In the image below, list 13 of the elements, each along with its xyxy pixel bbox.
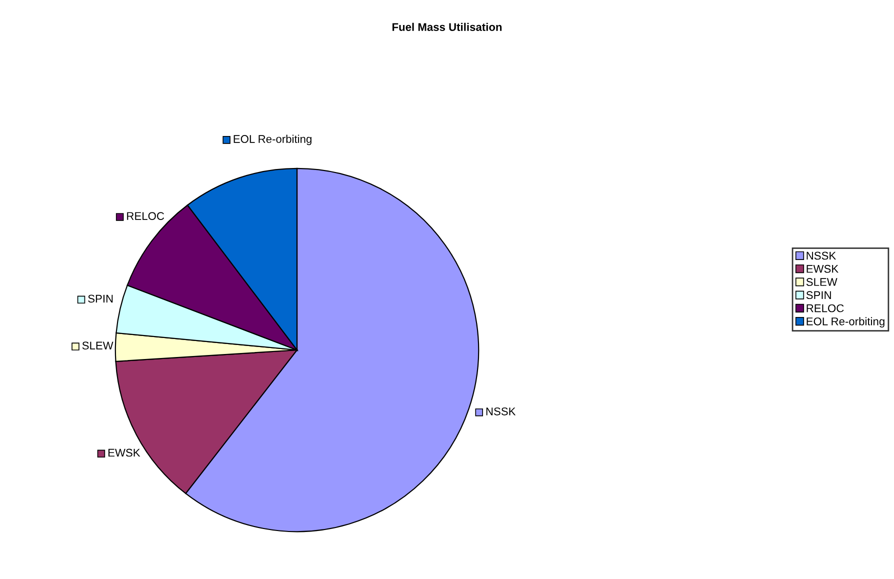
category-label: RELOC [806, 304, 844, 312]
legend-label: EOL Re-orbiting [234, 134, 312, 146]
category-label: SLEW [806, 278, 838, 286]
category-label: EWSK [806, 264, 838, 273]
category-label: EOL Re-orbiting [806, 317, 884, 328]
chart-title: Fuel Mass Utilisation [392, 22, 502, 31]
category-label: SPIN [806, 291, 831, 300]
category-label: NSSK [806, 252, 836, 260]
legend-label: SLEW [82, 342, 114, 350]
legend-label: NSSK [486, 407, 516, 416]
legend-label: SPIN [88, 294, 113, 303]
legend-label: RELOC [127, 212, 164, 220]
legend-label: EWSK [108, 448, 140, 457]
